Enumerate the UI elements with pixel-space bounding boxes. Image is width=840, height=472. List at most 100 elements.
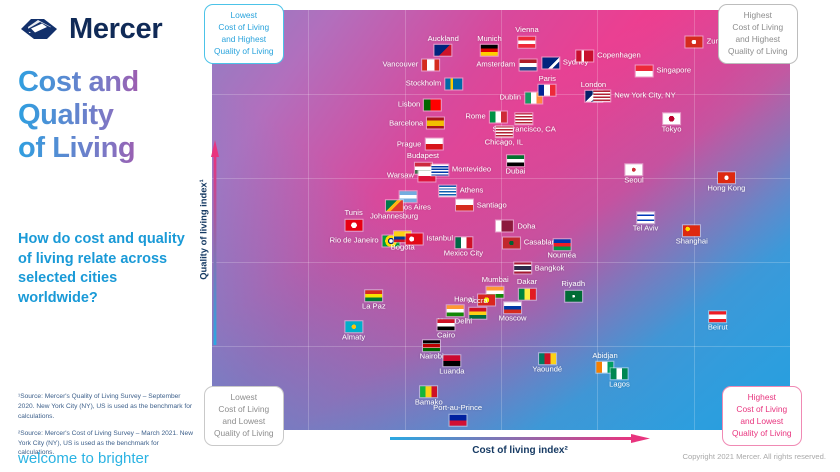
city-label: Rome [465,111,486,121]
city-point[interactable]: Athens [437,184,483,198]
city-point[interactable]: Beirut [708,310,728,332]
city-point[interactable]: Bangkok [512,261,565,275]
city-point[interactable]: Yaoundé [532,352,562,374]
city-label: Lisbon [397,99,421,109]
city-point[interactable]: Nairobi [420,339,444,361]
city-point[interactable]: Doha [495,219,536,233]
city-point[interactable]: Luanda [439,354,465,376]
city-point[interactable]: La Paz [362,289,386,311]
city-point[interactable]: Moscow [498,301,527,324]
city-label: Chicago, IL [484,137,524,147]
city-point[interactable]: Port-au-Prince [433,404,482,427]
city-point[interactable]: Dakar [517,278,537,301]
city-label: Accra [468,295,488,305]
city-point[interactable]: Seoul [624,163,644,185]
flag-icon-kz [344,320,364,334]
flag-icon-ar [399,190,419,204]
city-point[interactable]: Almaty [342,320,365,343]
city-point[interactable]: Paris [537,74,557,97]
city-point[interactable]: Dublin [499,91,543,105]
city-point[interactable]: Auckland [428,34,459,57]
flag-icon-ch [684,35,704,48]
flag-icon-it [488,110,508,124]
city-label: Nairobi [419,351,444,361]
city-point[interactable]: Dubai [506,154,525,177]
city-point[interactable]: Stockholm [406,77,464,90]
city-point[interactable]: Cairo [436,318,456,340]
city-label: Istanbul [426,233,454,243]
city-label: Mexico City [443,248,484,258]
flag-icon-th [512,261,532,275]
city-label: Bogota [390,242,415,252]
city-label: Tel Aviv [632,223,659,233]
city-point[interactable]: Shanghai [676,223,708,246]
flag-icon-il [635,211,655,225]
city-point[interactable]: Prague [396,137,444,151]
copyright-text: Copyright 2021 Mercer. All rights reserv… [682,452,826,461]
city-label: Vancouver [382,59,419,69]
city-label: Doha [517,221,536,231]
city-point[interactable]: Tokyo [661,112,682,135]
city-point[interactable]: Bamako [414,385,443,408]
callout-top-right: Highest Cost of Living and Highest Quali… [718,4,798,64]
city-point[interactable]: Nouméa [547,238,576,261]
city-point[interactable]: Hanoi [454,293,496,307]
city-label: Bangkok [534,263,565,273]
city-point[interactable]: Copenhagen [575,49,641,63]
city-point[interactable]: Warsaw [387,169,436,183]
city-point[interactable]: Casablanca [501,236,564,250]
flag-icon-tr [404,232,424,246]
city-point[interactable]: Vancouver [382,58,441,72]
city-point[interactable]: Rome [465,110,508,124]
city-point[interactable]: Tunis [344,207,364,232]
city-label: Abidjan [592,350,618,360]
city-point[interactable]: Lagos [609,366,630,389]
city-point[interactable]: Munich [477,33,502,57]
city-label: Tokyo [661,124,682,134]
callout-top-left: Lowest Cost of Living and Highest Qualit… [204,4,284,64]
city-label: Port-au-Prince [433,403,483,413]
city-point[interactable]: Chicago, IL [485,125,523,147]
city-label: Singapore [656,65,692,75]
city-label: Casablanca [523,237,564,247]
city-label: Bamako [414,397,443,407]
flag-icon-gr [437,184,457,198]
city-point[interactable]: Accra [468,295,488,320]
city-label: Munich [477,33,502,43]
city-point[interactable]: Amsterdam [476,58,538,72]
city-point[interactable]: Mexico City [443,236,484,259]
city-label: Rio de Janeiro [329,235,379,245]
flag-icon-ru [503,301,523,315]
city-label: Tunis [344,207,363,217]
city-point[interactable]: Lisbon [397,98,443,111]
y-axis: Quality of living index¹ [186,140,220,345]
flag-icon-cz [424,137,444,151]
city-point[interactable]: Barcelona [389,116,446,130]
flag-icon-ca [421,58,441,72]
flag-icon-es [426,116,446,130]
city-point[interactable]: Zurich [684,35,728,48]
flag-icon-hk [716,171,736,185]
city-point[interactable]: Singapore [634,64,692,78]
city-point[interactable]: Hong Kong [707,171,745,193]
flag-icon-cn [682,223,702,237]
subtitle-question: How do cost and quality of living relate… [18,231,185,306]
city-point[interactable]: Vienna [515,26,539,49]
city-label: Luanda [439,366,465,376]
city-point[interactable]: Buenos Aires [386,190,431,212]
city-label: Moscow [498,313,527,323]
city-point[interactable]: Montevideo [429,163,491,177]
city-label: Auckland [427,33,459,43]
city-label: Prague [396,139,422,149]
city-point[interactable]: Tel Aviv [632,211,659,233]
city-point[interactable]: Johannesburg [370,198,418,221]
city-label: Mumbai [481,274,509,284]
city-point[interactable]: Santiago [454,198,507,212]
city-point[interactable]: New York City, NY [592,89,676,103]
city-point[interactable]: San Francisco, CA [492,112,556,135]
city-label: Copenhagen [597,50,641,60]
flag-icon-de [479,43,499,57]
city-label: San Francisco, CA [492,124,556,134]
city-point[interactable]: Istanbul [404,232,454,246]
city-point[interactable]: Riyadh [561,280,585,303]
